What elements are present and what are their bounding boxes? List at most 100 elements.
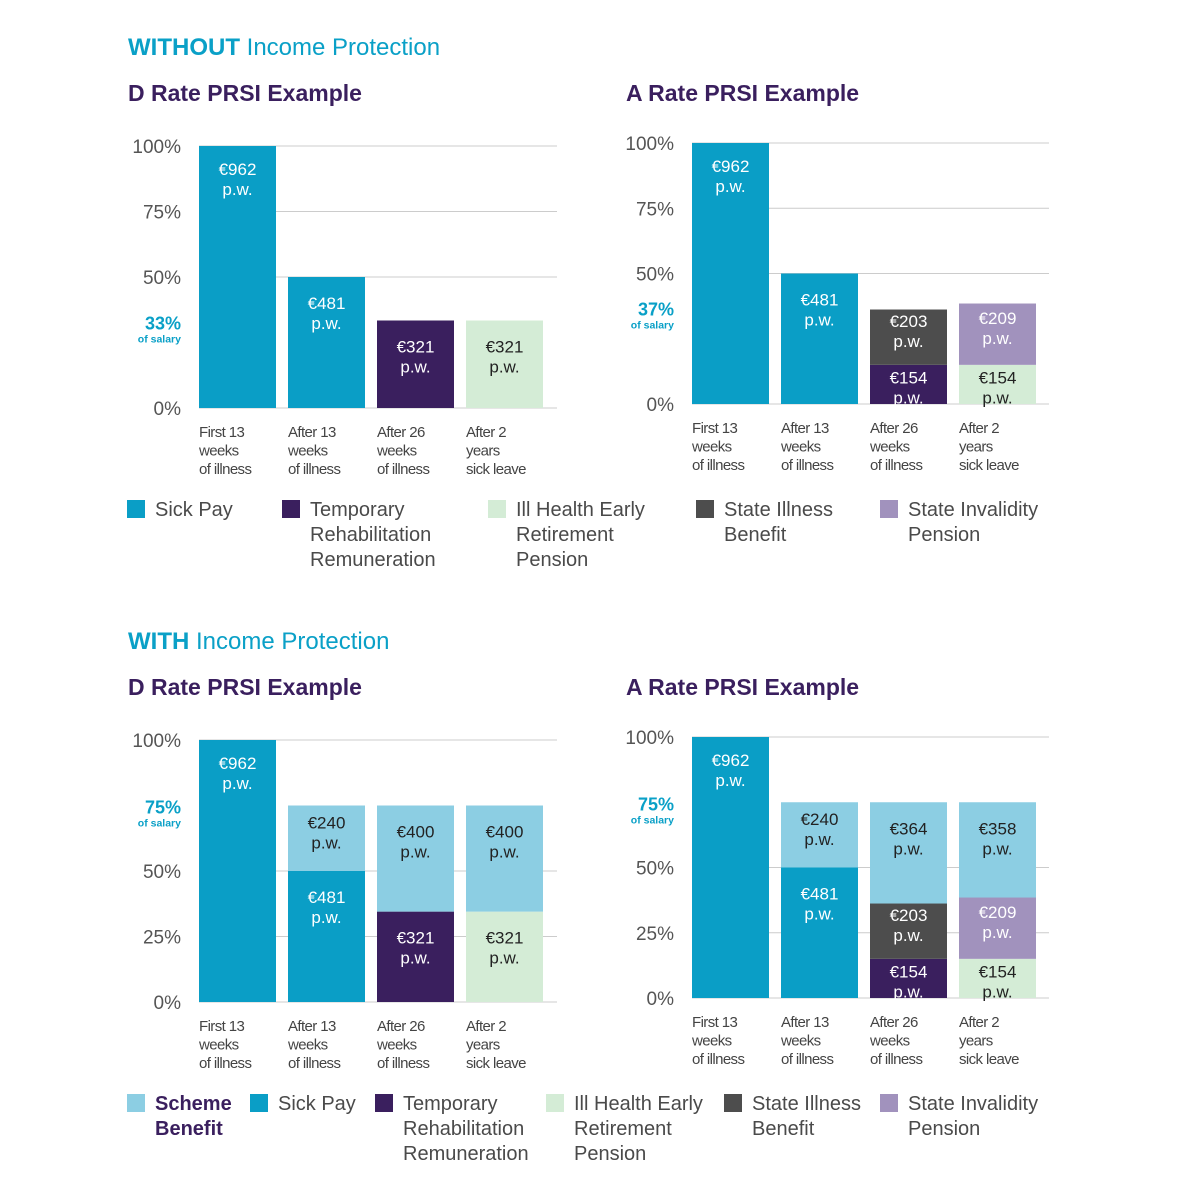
legend-swatch: [250, 1094, 268, 1112]
x-category-label: of illness: [377, 1055, 429, 1072]
x-category-label: years: [466, 1037, 500, 1054]
bar-segment-sick-pay: [288, 871, 365, 1002]
legend-swatch: [127, 1094, 145, 1112]
x-category-label: weeks: [869, 1033, 910, 1050]
legend-label: State Illness Benefit: [724, 499, 833, 546]
bar-unit-label: p.w.: [400, 357, 430, 376]
salary-marker-label: 75%: [145, 798, 181, 818]
legend-label: State Illness Benefit: [752, 1093, 861, 1140]
bar-value-label: €364: [890, 819, 928, 838]
bar-unit-label: p.w.: [982, 839, 1012, 858]
bar-unit-label: p.w.: [982, 329, 1012, 348]
legend-label: Sick Pay: [278, 1093, 356, 1115]
x-category-label: of illness: [288, 1055, 340, 1072]
x-category-label: weeks: [198, 443, 239, 460]
x-category-label: years: [959, 1033, 993, 1050]
x-category-label: sick leave: [959, 457, 1019, 474]
legend-label: State Invalidity Pension: [908, 499, 1039, 546]
legend-with: Scheme Benefit Sick Pay Temporary Rehabili…: [0, 1092, 1200, 1182]
y-tick-label: 0%: [154, 993, 182, 1014]
legend-label: Scheme Benefit: [155, 1093, 232, 1140]
bar-segment-state-illness: [870, 903, 947, 959]
legend-item-sick-pay: Sick Pay: [250, 1092, 453, 1117]
bar-unit-label: p.w.: [893, 982, 923, 1001]
y-tick-label: 0%: [647, 395, 675, 416]
x-category-label: sick leave: [466, 1055, 526, 1072]
bar-value-label: €240: [308, 813, 346, 832]
section-heading-with: WITH Income Protection: [128, 628, 389, 656]
x-category-label: After 26: [870, 1014, 918, 1031]
x-category-label: of illness: [377, 461, 429, 478]
bar-segment-ill-health: [959, 364, 1036, 404]
x-category-label: of illness: [692, 457, 744, 474]
bar-value-label: €321: [397, 337, 435, 356]
legend-item-sick-pay: Sick Pay: [127, 498, 330, 523]
x-category-label: After 13: [288, 1018, 336, 1035]
bar-segment-sick-pay: [781, 273, 858, 404]
bar-unit-label: p.w.: [489, 357, 519, 376]
y-tick-label: 100%: [132, 731, 181, 752]
bar-value-label: €358: [979, 819, 1017, 838]
x-category-label: After 2: [466, 1018, 506, 1035]
bar-unit-label: p.w.: [804, 830, 834, 849]
salary-marker-sub: of salary: [138, 818, 181, 830]
bar-value-label: €154: [890, 368, 928, 387]
legend-item-state-invalidity: State Invalidity Pension: [880, 1092, 1083, 1142]
legend-swatch: [546, 1094, 564, 1112]
bar-segment-scheme-benefit: [870, 802, 947, 904]
x-category-label: weeks: [780, 439, 821, 456]
bar-value-label: €321: [486, 337, 524, 356]
bar-unit-label: p.w.: [311, 833, 341, 852]
x-category-label: First 13: [199, 424, 244, 441]
legend-label: Temporary Rehabilitation Remuneration: [310, 499, 436, 571]
x-category-label: After 26: [377, 424, 425, 441]
bar-value-label: €962: [219, 160, 257, 179]
bar-segment-state-illness: [870, 309, 947, 365]
section-heading-bold: WITH: [128, 628, 190, 655]
y-tick-label: 100%: [132, 137, 181, 158]
section-heading-rest: Income Protection: [246, 34, 441, 61]
x-category-label: weeks: [287, 1037, 328, 1054]
bar-segment-sick-pay: [199, 146, 276, 408]
legend-item-trr: Temporary Rehabilitation Remuneration: [375, 1092, 578, 1167]
bar-unit-label: p.w.: [893, 839, 923, 858]
legend-label: Temporary Rehabilitation Remuneration: [403, 1093, 529, 1165]
bar-segment-state-invalidity: [959, 897, 1036, 959]
legend-swatch: [127, 500, 145, 518]
bar-segment-scheme-benefit: [959, 802, 1036, 898]
x-category-label: of illness: [288, 461, 340, 478]
bar-unit-label: p.w.: [715, 177, 745, 196]
bar-unit-label: p.w.: [893, 388, 923, 407]
bar-segment-ill-health: [959, 958, 1036, 998]
legend-swatch: [488, 500, 506, 518]
bar-value-label: €209: [979, 309, 1017, 328]
x-category-label: years: [466, 443, 500, 460]
x-category-label: weeks: [376, 1037, 417, 1054]
legend-item-state-illness: State Illness Benefit: [696, 498, 899, 548]
x-category-label: After 2: [959, 420, 999, 437]
x-category-label: After 2: [959, 1014, 999, 1031]
salary-marker-label: 37%: [638, 299, 674, 319]
legend-swatch: [724, 1094, 742, 1112]
bar-value-label: €962: [219, 754, 257, 773]
bar-value-label: €321: [397, 929, 435, 948]
y-tick-label: 75%: [143, 203, 181, 224]
legend-label: Ill Health Early Retirement Pension: [516, 499, 645, 571]
salary-marker-sub: of salary: [138, 334, 181, 346]
y-tick-label: 75%: [636, 199, 674, 220]
x-category-label: First 13: [199, 1018, 244, 1035]
x-category-label: After 13: [781, 1014, 829, 1031]
bar-segment-sick-pay: [692, 143, 769, 404]
bar-segment-trr: [870, 958, 947, 998]
x-category-label: of illness: [870, 457, 922, 474]
bar-unit-label: p.w.: [400, 843, 430, 862]
bar-value-label: €154: [979, 368, 1017, 387]
bar-unit-label: p.w.: [715, 771, 745, 790]
legend-item-ill-health: Ill Health Early Retirement Pension: [488, 498, 691, 573]
x-category-label: of illness: [781, 1051, 833, 1068]
bar-unit-label: p.w.: [804, 905, 834, 924]
bar-segment-trr: [870, 364, 947, 404]
bar-unit-label: p.w.: [982, 982, 1012, 1001]
